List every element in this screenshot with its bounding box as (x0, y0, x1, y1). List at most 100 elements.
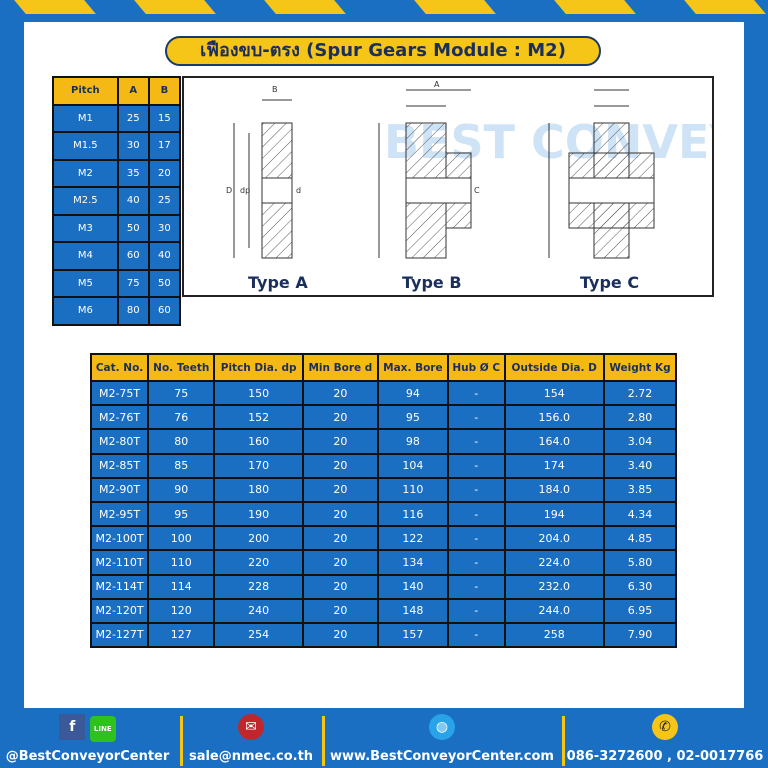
table-cell: 4.85 (602, 525, 678, 552)
table-cell: 20 (301, 573, 379, 600)
table-cell: 20 (301, 597, 379, 624)
table-cell: 160 (213, 428, 304, 455)
table-cell: M1.5 (52, 131, 119, 161)
gear-drawings: BEST CONVEYOR CENTER B D dp d A C (226, 80, 768, 259)
table-row: M2 35 20 (52, 158, 182, 188)
table-cell: M2-75T (89, 379, 150, 407)
email-link[interactable]: sale@nmec.co.th (188, 749, 314, 764)
website-link[interactable]: www.BestConveyorCenter.com (330, 749, 554, 764)
table-cell: M2-114T (89, 573, 150, 600)
table-cell: M2-127T (89, 621, 150, 649)
table-cell: 25 (116, 103, 150, 133)
footer-social[interactable]: f LINE @BestConveyorCenter (0, 712, 175, 768)
divider (322, 716, 325, 766)
table-cell: M1 (52, 103, 119, 133)
table-cell: 152 (213, 404, 304, 431)
table-cell: 5.80 (602, 549, 678, 576)
decor-stripe (414, 0, 496, 14)
table-row: M2-75T 75 150 20 94-154 2.72 (89, 379, 678, 407)
table-cell: 20 (147, 158, 182, 188)
table-cell: 4.34 (602, 500, 678, 528)
table-cell: 90 (147, 476, 216, 503)
dim-dp: dp (240, 186, 250, 195)
facebook-icon[interactable]: f (59, 714, 86, 740)
table-cell: 174 (503, 452, 605, 479)
table-cell: M4 (52, 241, 119, 271)
table-cell: 30 (147, 213, 182, 243)
column-header: Max. Bore (376, 353, 449, 382)
table-cell: 127 (147, 621, 216, 649)
table-cell: 17 (147, 131, 182, 161)
table-cell: 220 (213, 549, 304, 576)
dim-c: C (474, 186, 480, 195)
table-cell: - (446, 549, 506, 576)
table-cell: M2-90T (89, 476, 150, 503)
table-cell: - (446, 404, 506, 431)
footer: f LINE @BestConveyorCenter ✉ sale@nmec.c… (0, 712, 768, 768)
table-cell: 3.85 (602, 476, 678, 503)
table-cell: 232.0 (503, 573, 605, 600)
table-row: M2-120T 120 240 20 148-244.0 6.95 (89, 597, 678, 624)
column-header: Min Bore d (301, 353, 379, 382)
table-cell: 254 (213, 621, 304, 649)
table-cell: 116 (376, 500, 449, 528)
table-cell: 110 (147, 549, 216, 576)
footer-phone[interactable]: ✆ 086-3272600 , 02-0017766 (566, 712, 764, 768)
table-cell: 6.30 (602, 573, 678, 600)
table-cell: 76 (147, 404, 216, 431)
table-cell: 20 (301, 621, 379, 649)
table-cell: 184.0 (503, 476, 605, 503)
table-cell: 148 (376, 597, 449, 624)
table-row: M2-127T 127 254 20 157-258 7.90 (89, 621, 678, 649)
dim-d: d (296, 186, 301, 195)
table-cell: 170 (213, 452, 304, 479)
table-cell: 258 (503, 621, 605, 649)
table-cell: 6.95 (602, 597, 678, 624)
column-header: Cat. No. (89, 353, 150, 382)
table-cell: 94 (376, 379, 449, 407)
decor-stripe (264, 0, 346, 14)
type-a-drawing (233, 99, 293, 259)
table-row: M2-95T 95 190 20 116-194 4.34 (89, 500, 678, 528)
table-cell: 3.40 (602, 452, 678, 479)
decor-stripe (684, 0, 766, 14)
column-header: Hub Ø C (446, 353, 506, 382)
table-cell: 114 (147, 573, 216, 600)
decor-stripe (134, 0, 216, 14)
table-cell: 156.0 (503, 404, 605, 431)
table-cell: 104 (376, 452, 449, 479)
phone-numbers[interactable]: 086-3272600 , 02-0017766 (566, 749, 764, 764)
line-icon[interactable]: LINE (89, 716, 116, 742)
table-cell: M2.5 (52, 186, 119, 216)
gear-diagrams: BEST CONVEYOR CENTER B D dp d A C Type A… (182, 76, 768, 297)
table-cell: 200 (213, 525, 304, 552)
social-handle: @BestConveyorCenter (5, 749, 170, 764)
table-cell: 100 (147, 525, 216, 552)
table-cell: 20 (301, 549, 379, 576)
table-cell: 3.04 (602, 428, 678, 455)
table-cell: - (446, 525, 506, 552)
table-cell: 98 (376, 428, 449, 455)
footer-email[interactable]: ✉ sale@nmec.co.th (186, 712, 316, 768)
table-cell: - (446, 597, 506, 624)
table-cell: 7.90 (602, 621, 678, 649)
column-header: Weight Kg (602, 353, 678, 382)
table-cell: 224.0 (503, 549, 605, 576)
table-row: M1.5 30 17 (52, 131, 182, 161)
divider (180, 716, 183, 766)
table-cell: 75 (147, 379, 216, 407)
column-header: B (147, 76, 182, 106)
spec-table: Cat. No. No. Teeth Pitch Dia. dp Min Bore d… (89, 353, 678, 649)
table-cell: 35 (116, 158, 150, 188)
table-cell: M2 (52, 158, 119, 188)
table-cell: 30 (116, 131, 150, 161)
table-row: M2-114T 114 228 20 140-232.0 6.30 (89, 573, 678, 600)
table-cell: 194 (503, 500, 605, 528)
footer-website[interactable]: ◍ www.BestConveyorCenter.com (326, 712, 558, 768)
table-cell: 157 (376, 621, 449, 649)
table-cell: 20 (301, 404, 379, 431)
table-row: M2-100T 100 200 20 122-204.0 4.85 (89, 525, 678, 552)
table-cell: - (446, 452, 506, 479)
column-header: A (116, 76, 150, 106)
table-cell: 60 (147, 296, 182, 326)
